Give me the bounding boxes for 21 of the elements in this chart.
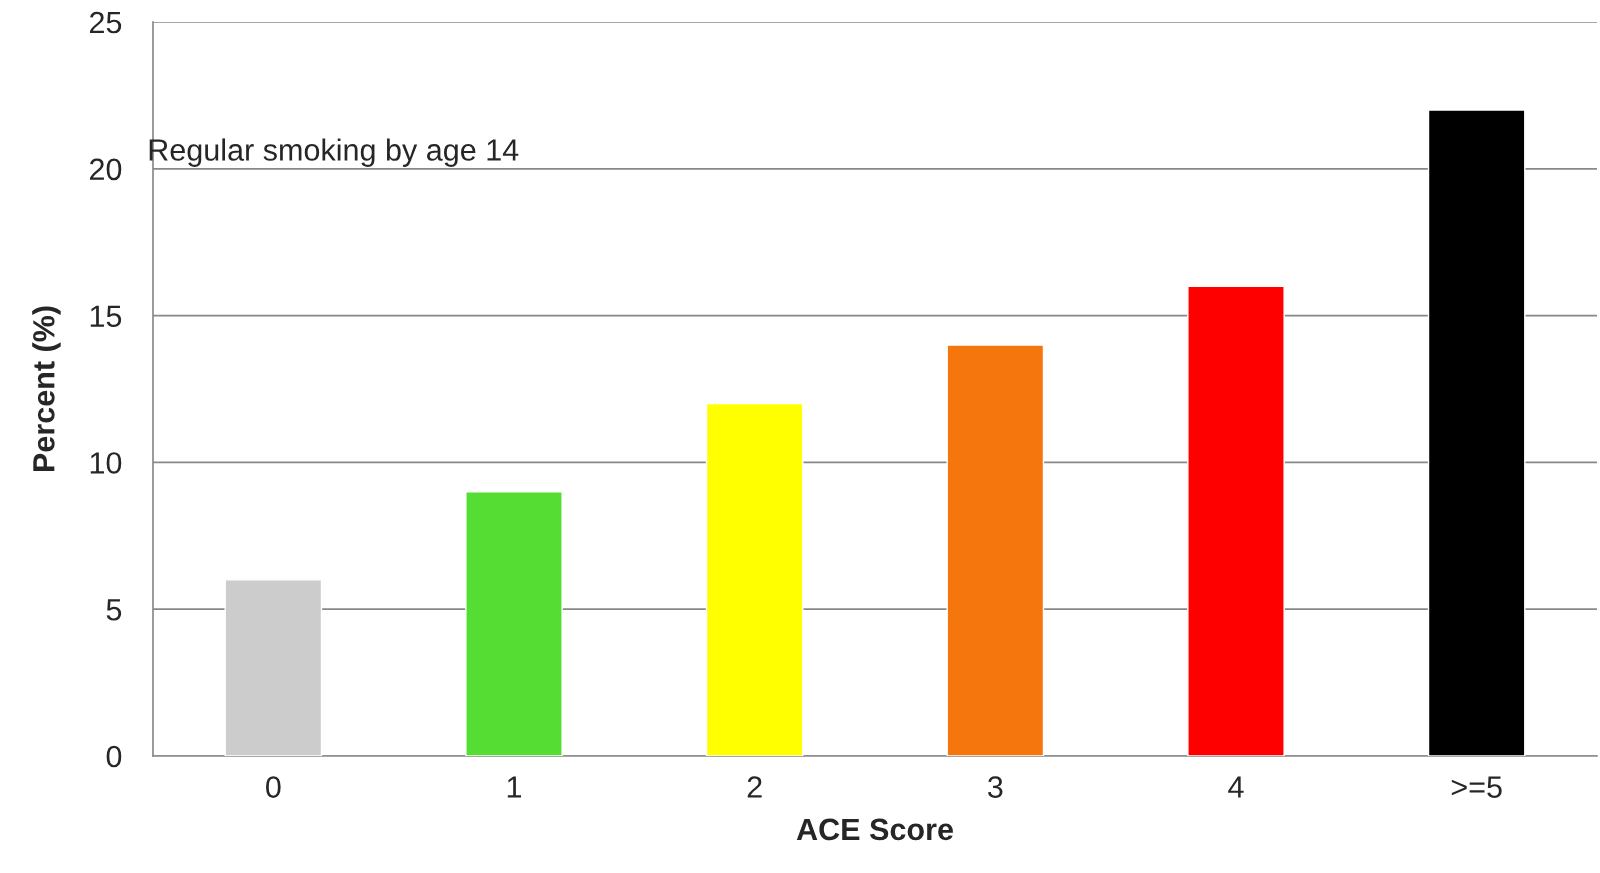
bar — [224, 579, 323, 756]
x-axis-title: ACE Score — [796, 818, 953, 841]
text: Regular smoking by age 14 — [149, 138, 519, 167]
bar — [1427, 109, 1526, 756]
x-tick-label: 1 — [507, 776, 522, 798]
y-tick-label: 10 — [90, 452, 122, 474]
x-tick-label: 0 — [266, 776, 281, 798]
y-tick-label: 5 — [106, 599, 122, 621]
bar — [1187, 285, 1285, 756]
x-tick-label: 3 — [988, 776, 1003, 798]
x-tick-label: 2 — [747, 776, 762, 798]
x-tick-label: >=5 — [1451, 776, 1502, 798]
bar — [946, 344, 1045, 756]
y-tick-label: 15 — [90, 305, 122, 327]
y-axis-title: Percent (%) — [32, 306, 61, 471]
y-tick-label: 0 — [106, 745, 122, 768]
x-tick-label: 4 — [1228, 776, 1244, 798]
bar — [705, 402, 804, 756]
bar — [465, 491, 563, 756]
y-tick-label: 25 — [90, 11, 122, 34]
y-tick-label: 20 — [90, 158, 122, 181]
